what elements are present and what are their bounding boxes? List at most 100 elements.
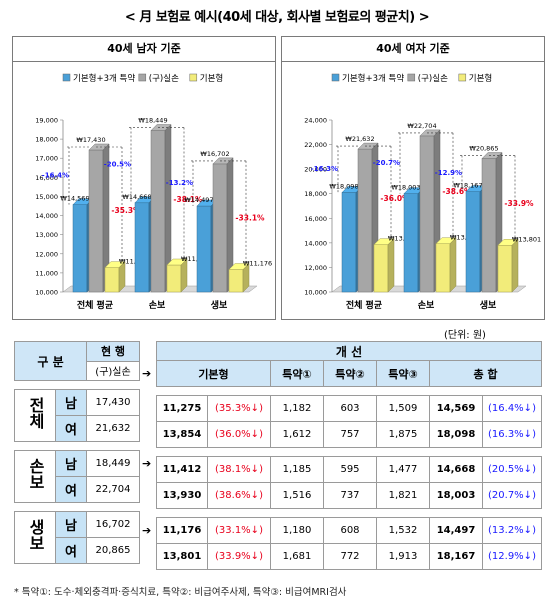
arrow-icon: ➔ [142, 524, 152, 537]
rider1-value: 1,182 [270, 395, 324, 422]
basic-pct: (33.1%↓) [207, 517, 271, 544]
y-tick-label: 11,000 [35, 269, 58, 277]
rider1-value: 1,612 [270, 421, 324, 448]
pct-label-blue: -12.9% [435, 169, 462, 177]
legend-label: 기본형+3개 특약 [73, 73, 135, 84]
total-value: 14,497 [429, 517, 483, 544]
legend-swatch [331, 73, 340, 82]
current-value: 20,865 [86, 537, 140, 564]
table-row: 11,412 (38.1%↓) 1,185 595 1,477 14,668 (… [156, 456, 542, 483]
rider3-header: 특약③ [376, 360, 430, 387]
y-tick-label: 15,000 [35, 193, 58, 201]
bar-side [118, 261, 126, 293]
total-pct: (16.4%↓) [482, 395, 542, 422]
y-tick-label: 12,000 [35, 250, 58, 258]
data-label: ₩18,003 [391, 184, 420, 192]
total-pct: (16.3%↓) [482, 421, 542, 448]
chart-female: 기본형+3개 특약 (구)실손 기본형 10,000 12,000 14,000 16,00… [304, 73, 541, 311]
y-tick-label: 16,000 [35, 174, 58, 182]
basic-value: 11,412 [156, 456, 208, 483]
legend-swatch [138, 73, 147, 82]
rider2-header: 특약② [323, 360, 377, 387]
rider3-value: 1,875 [376, 421, 430, 448]
bar [150, 130, 166, 293]
current-value: 16,702 [86, 511, 140, 538]
rider3-value: 1,913 [376, 543, 430, 570]
y-tick-label: 18,000 [35, 136, 58, 144]
group-label: 손보 [26, 458, 45, 490]
bar-side [242, 262, 250, 293]
data-label: ₩14,668 [122, 193, 151, 201]
bar-side [180, 258, 188, 293]
unit-note: (단위: 원) [444, 330, 486, 341]
group-life: 생보 [14, 511, 56, 564]
rider2-value: 772 [323, 543, 377, 570]
y-tick-label: 13,000 [35, 231, 58, 239]
y-tick-label: 10,000 [35, 289, 58, 297]
sex-cell: 남 [55, 389, 87, 416]
x-tick-label: 전체 평균 [77, 299, 114, 311]
rider3-value: 1,477 [376, 456, 430, 483]
y-tick-label: 18,000 [304, 190, 327, 198]
y-tick-label: 10,000 [304, 289, 327, 297]
total-value: 14,668 [429, 456, 483, 483]
rider1-header: 특약① [270, 360, 324, 387]
chart-title-female: 40세 여자 기준 [282, 37, 544, 62]
legend-swatch [407, 73, 416, 82]
data-label: ₩18,098 [329, 183, 358, 191]
arrow-icon: ➔ [142, 457, 152, 470]
data-label: ₩14,497 [184, 196, 213, 204]
basic-pct: (38.6%↓) [207, 482, 271, 509]
y-tick-label: 24,000 [304, 117, 327, 125]
data-label: ₩20,865 [469, 145, 498, 153]
rider3-value: 1,821 [376, 482, 430, 509]
pct-label-red: -38.6% [442, 187, 472, 196]
legend-label: 기본형 [200, 74, 223, 84]
basic-header: 기본형 [156, 360, 271, 387]
group-total: 전체 [14, 389, 56, 442]
x-tick-label: 전체 평균 [346, 299, 383, 311]
total-pct: (12.9%↓) [482, 543, 542, 570]
table-row: 13,930 (38.6%↓) 1,516 737 1,821 18,003 (… [156, 482, 542, 509]
data-label: ₩13,801 [512, 235, 541, 243]
sex-cell: 여 [55, 476, 87, 503]
pct-label-red: -33.9% [504, 199, 534, 208]
table-row: 11,176 (33.1%↓) 1,180 608 1,532 14,497 (… [156, 517, 542, 544]
sex-cell: 남 [55, 450, 87, 477]
pct-label-blue: -20.5% [104, 161, 131, 169]
bar [465, 191, 481, 293]
data-label: ₩13,930 [450, 234, 479, 242]
current-header: 현 행 [86, 341, 140, 362]
basic-value: 11,176 [156, 517, 208, 544]
bar [134, 202, 150, 293]
bar [403, 193, 419, 293]
bar [357, 148, 373, 293]
rider2-value: 595 [323, 456, 377, 483]
bar-side [511, 238, 519, 293]
data-label: ₩13,854 [388, 235, 417, 243]
bar [228, 269, 244, 293]
improvement-table: 개 선 기본형 특약① 특약② 특약③ 총 합 11,275 (35.3%↓) … [156, 341, 542, 570]
bar [481, 158, 497, 293]
group-label: 생보 [26, 519, 45, 551]
arrow-icon: ➔ [142, 367, 152, 380]
chart-panel-female: 40세 여자 기준 기본형+3개 특약 (구)실손 기본형 10,000 12,000 1… [281, 36, 545, 320]
total-value: 18,003 [429, 482, 483, 509]
legend-label: (구)실손 [418, 73, 448, 84]
bar [88, 149, 104, 293]
x-tick-label: 손보 [149, 300, 166, 311]
legend-swatch [189, 73, 198, 82]
data-label: ₩22,704 [407, 122, 436, 130]
total-value: 14,569 [429, 395, 483, 422]
pct-label-blue: -16.3% [311, 165, 338, 173]
bar-side [449, 237, 457, 293]
current-value: 17,430 [86, 389, 140, 416]
bar [212, 163, 228, 293]
legend-label: (구)실손 [149, 73, 179, 84]
pct-label-blue: -20.7% [373, 159, 400, 167]
y-tick-label: 16,000 [304, 215, 327, 223]
current-subheader: (구)실손 [86, 360, 140, 381]
data-label: ₩17,430 [76, 136, 105, 144]
current-table: 구 분 현 행 (구)실손 전체 남 17,430 여 21,632 손보 남 … [14, 341, 140, 564]
table-row: 13,801 (33.9%↓) 1,681 772 1,913 18,167 (… [156, 543, 542, 570]
